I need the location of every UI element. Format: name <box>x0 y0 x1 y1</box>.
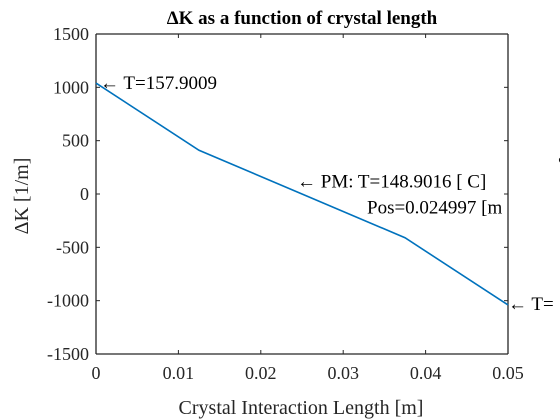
x-tick-label: 0 <box>92 363 101 383</box>
y-axis-label: ΔK [1/m] <box>11 158 33 235</box>
y-tick-label: 0 <box>80 184 89 204</box>
annotation-text: ← T=157.9009 <box>100 73 217 94</box>
x-tick-label: 0.03 <box>327 363 359 383</box>
x-axis-label: Crystal Interaction Length [m] <box>179 397 424 419</box>
series-line <box>95 82 509 306</box>
annotation-line: ← PM: T=148.9016 [ C] <box>297 172 486 193</box>
y-tick-label: 1500 <box>53 24 89 44</box>
chart-title: ΔK as a function of crystal length <box>167 8 438 29</box>
x-tick-label: 0.01 <box>163 363 195 383</box>
y-tick-label: 1000 <box>53 77 89 97</box>
y-tick-label: -1000 <box>47 291 89 311</box>
x-tick-label: 0.05 <box>492 363 524 383</box>
annotation-line: ← T=157.9009 <box>100 73 217 94</box>
annotation-text: ← T= <box>508 294 554 315</box>
plot-area: 0 0.01 0.02 0.03 0.04 0.05 1500 1000 500 0 -500 -10… <box>47 24 560 383</box>
annotation-line: ← T= <box>508 294 554 315</box>
y-tick-label: -500 <box>56 237 89 257</box>
y-tick-label: 500 <box>62 131 89 151</box>
x-tick-label: 0.02 <box>245 363 277 383</box>
annotation-text: ← PM: T=148.9016 [ C] Pos=0.024997 [m <box>297 172 503 219</box>
x-tick-label: 0.04 <box>410 363 442 383</box>
degree-symbol: ° <box>558 154 560 175</box>
y-tick-label: -1500 <box>47 344 89 364</box>
annotation-line: Pos=0.024997 [m <box>367 198 503 219</box>
